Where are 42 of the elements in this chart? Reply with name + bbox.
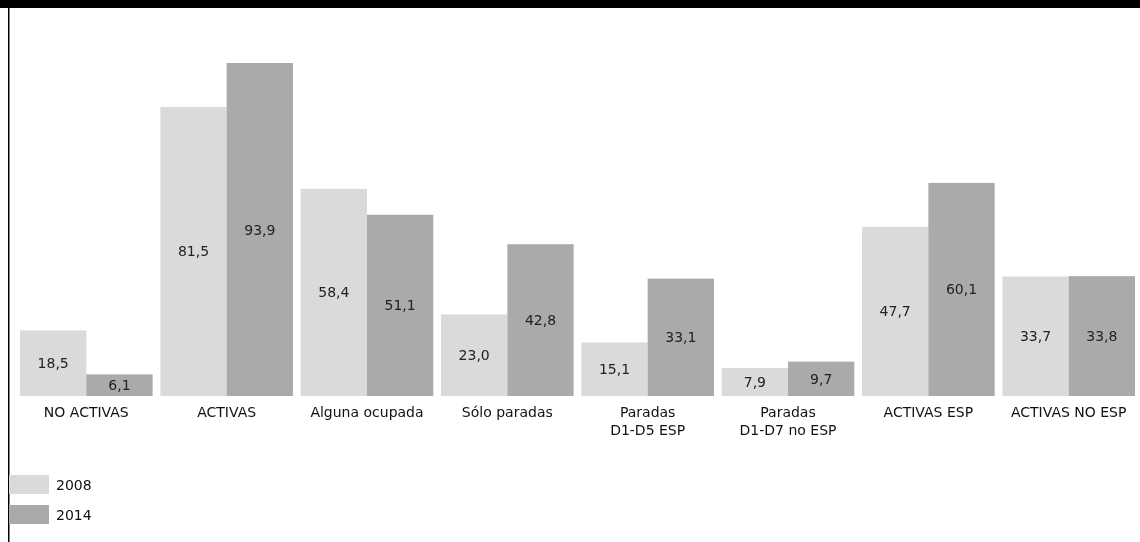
bar <box>928 182 995 396</box>
x-tick-label: Sólo paradas <box>461 404 553 420</box>
bar <box>647 278 714 396</box>
data-label: 51,1 <box>384 297 416 314</box>
bar <box>721 367 789 396</box>
legend-label: 2008 <box>56 477 92 493</box>
x-tick-label: Paradas D1-D7 no ESP <box>739 404 837 438</box>
data-label: 7,9 <box>743 373 766 390</box>
data-label: 58,4 <box>318 284 350 301</box>
x-tick-label: ACTIVAS <box>197 404 257 420</box>
data-label: 60,1 <box>945 281 978 298</box>
data-label: 93,9 <box>244 221 276 238</box>
bar <box>160 106 227 396</box>
data-label: 6,1 <box>108 377 131 394</box>
bar <box>300 188 367 396</box>
data-label: 33,7 <box>1019 328 1052 345</box>
bar <box>581 342 648 396</box>
bar <box>441 314 508 396</box>
data-label: 42,8 <box>524 312 557 329</box>
data-label: 9,7 <box>810 370 833 387</box>
x-tick-label: ACTIVAS NO ESP <box>1010 404 1127 420</box>
x-tick-label: Paradas D1-D5 ESP <box>610 404 686 438</box>
data-label: 47,7 <box>879 303 911 320</box>
data-label: 23,0 <box>458 347 490 364</box>
bar <box>20 330 87 396</box>
x-tick-label: NO ACTIVAS <box>43 404 129 420</box>
data-label: 15,1 <box>598 361 631 378</box>
bar <box>226 63 293 396</box>
bar <box>1002 276 1069 396</box>
bar <box>788 361 855 396</box>
bar <box>366 214 434 396</box>
bar <box>86 374 153 396</box>
x-tick-label: ACTIVAS ESP <box>883 404 974 420</box>
data-label: 33,1 <box>665 329 697 346</box>
legend-label: 2014 <box>56 507 92 523</box>
data-label: 18,5 <box>37 355 69 372</box>
data-label: 81,5 <box>177 243 210 260</box>
bar <box>1068 276 1135 396</box>
bar <box>507 244 574 396</box>
bar <box>862 226 929 396</box>
data-label: 33,8 <box>1086 328 1118 345</box>
x-tick-label: Alguna ocupada <box>310 404 424 420</box>
